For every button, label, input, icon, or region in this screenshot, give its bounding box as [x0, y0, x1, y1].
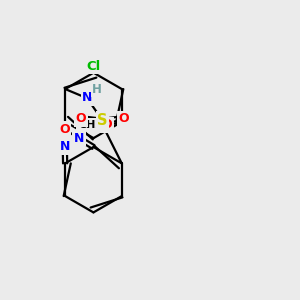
Text: Cl: Cl [86, 60, 101, 73]
Text: H: H [92, 83, 101, 96]
Text: S: S [97, 113, 108, 128]
Text: N: N [74, 132, 84, 145]
Text: O: O [102, 118, 112, 131]
Text: O: O [59, 123, 70, 136]
Text: O: O [76, 112, 86, 125]
Text: O: O [118, 112, 129, 125]
Text: N: N [60, 140, 70, 153]
Text: N: N [82, 92, 93, 104]
Text: CH₃: CH₃ [78, 120, 100, 130]
